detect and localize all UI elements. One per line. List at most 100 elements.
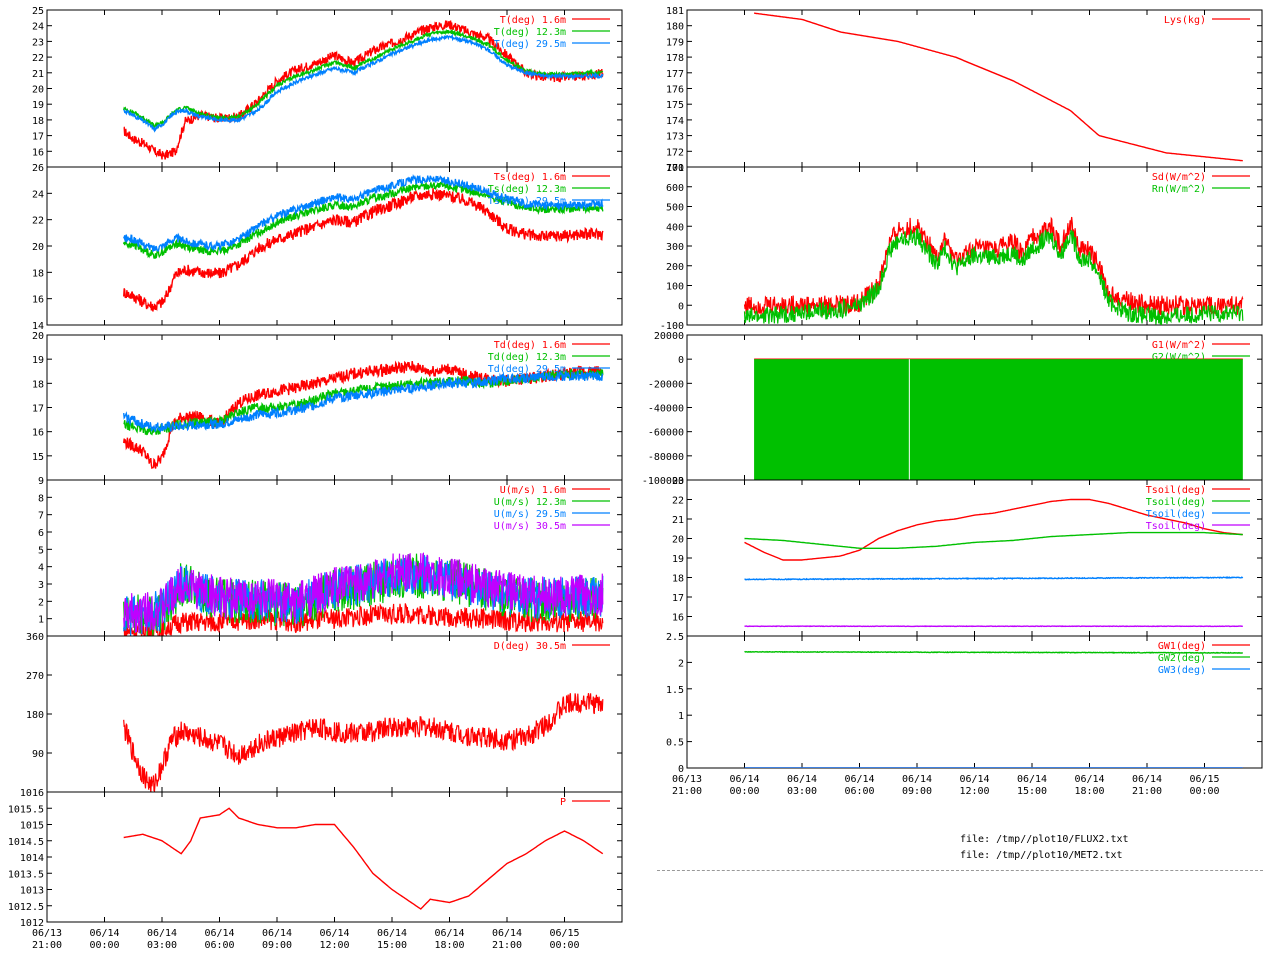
legend-label: Tsoil(deg) [1146, 509, 1206, 520]
y-tick-label: 90 [32, 749, 44, 760]
y-tick-label: 100 [666, 282, 684, 293]
y-tick-label: 174 [666, 116, 684, 127]
file-label-met: file: /tmp//plot10/MET2.txt [960, 850, 1123, 861]
legend-label: U(m/s) 29.5m [494, 509, 566, 520]
x-tick-time: 18:00 [434, 940, 464, 951]
x-tick-date: 06/13 [32, 928, 62, 939]
legend-label: Td(deg) 29.5m [488, 364, 566, 375]
y-tick-label: 176 [666, 85, 684, 96]
series-line [123, 552, 604, 634]
y-tick-label: 500 [666, 203, 684, 214]
x-tick-time: 12:00 [959, 786, 989, 797]
x-tick-date: 06/14 [1132, 774, 1162, 785]
legend-label: Tsoil(deg) [1146, 497, 1206, 508]
y-tick-label: 7 [38, 511, 44, 522]
x-tick-time: 09:00 [902, 786, 932, 797]
x-tick-time: 21:00 [1132, 786, 1162, 797]
y-tick-label: 400 [666, 222, 684, 233]
y-tick-label: 22 [32, 53, 44, 64]
series-line [743, 216, 1244, 317]
y-tick-label: 0.5 [666, 738, 684, 749]
y-tick-label: 23 [672, 476, 684, 487]
series-line [744, 531, 1243, 549]
y-tick-label: 1014.5 [8, 837, 44, 848]
y-tick-label: 1 [678, 711, 684, 722]
x-tick-time: 18:00 [1074, 786, 1104, 797]
y-tick-label: 18 [32, 379, 44, 390]
legend-label: T(deg) 12.3m [494, 27, 566, 38]
y-tick-label: 180 [666, 22, 684, 33]
x-tick-date: 06/14 [1017, 774, 1047, 785]
x-tick-time: 03:00 [787, 786, 817, 797]
x-tick-time: 21:00 [672, 786, 702, 797]
y-tick-label: 2 [678, 658, 684, 669]
y-tick-label: 2 [38, 597, 44, 608]
panel-8: -100 0 100 200 300 400 500 600 700 Sd(W/m^2)Rn(W/… [660, 163, 1263, 332]
x-tick-time: 00:00 [729, 786, 759, 797]
panel-frame [46, 635, 623, 793]
y-tick-label: 17 [32, 132, 44, 143]
y-tick-label: 18 [32, 116, 44, 127]
y-tick-label: 200 [666, 262, 684, 273]
legend-label: GW2(deg) [1158, 653, 1206, 664]
y-tick-label: 18 [32, 268, 44, 279]
series-line [123, 188, 604, 312]
x-tick-date: 06/14 [492, 928, 522, 939]
series-line [123, 173, 604, 252]
y-tick-label: 22 [32, 216, 44, 227]
y-tick-label: 24 [32, 189, 44, 200]
x-tick-date: 06/14 [844, 774, 874, 785]
y-tick-label: -60000 [648, 428, 684, 439]
x-tick-time: 15:00 [377, 940, 407, 951]
y-tick-label: 19 [32, 100, 44, 111]
panel-9: -100000 -80000 -60000 -40000 -20000 0 20000 G1(… [642, 331, 1263, 487]
legend-label: Tsoil(deg) [1146, 521, 1206, 532]
panel-4: 1 2 3 4 5 6 7 8 9 U(m/s) 1.6mU(m/s) 12.3mU(m/s) 2… [38, 476, 623, 637]
y-tick-label: 1012 [20, 918, 44, 929]
panel-1: 16 17 18 19 20 21 22 23 24 25 T(deg) 1.6mT(deg) 12… [32, 6, 623, 168]
y-tick-label: 9 [38, 476, 44, 487]
x-tick-time: 15:00 [1017, 786, 1047, 797]
y-tick-label: 16 [32, 295, 44, 306]
legend-label: Ts(deg) 29.5m [488, 196, 566, 207]
legend-label: Lys(kg) [1164, 15, 1206, 26]
y-tick-label: 16 [32, 147, 44, 158]
y-tick-label: 300 [666, 242, 684, 253]
y-tick-label: 700 [666, 163, 684, 174]
legend-label: Td(deg) 1.6m [494, 340, 566, 351]
y-tick-label: 20000 [654, 331, 684, 342]
y-tick-label: 2.5 [666, 632, 684, 643]
legend-label: D(deg) 30.5m [494, 641, 566, 652]
legend-label: U(m/s) 12.3m [494, 497, 566, 508]
series-area [754, 359, 1243, 480]
y-tick-label: 20 [32, 331, 44, 342]
series-line [123, 180, 604, 259]
y-tick-label: -40000 [648, 404, 684, 415]
y-tick-label: 22 [672, 496, 684, 507]
series-line [744, 498, 1243, 561]
y-tick-label: 172 [666, 147, 684, 158]
y-tick-label: 1013.5 [8, 869, 44, 880]
y-tick-label: -80000 [648, 452, 684, 463]
x-tick-date: 06/14 [377, 928, 407, 939]
x-tick-date: 06/14 [787, 774, 817, 785]
y-tick-label: 17 [32, 404, 44, 415]
legend-label: Td(deg) 12.3m [488, 352, 566, 363]
legend-label: T(deg) 29.5m [494, 39, 566, 50]
x-tick-time: 06:00 [204, 940, 234, 951]
y-tick-label: 14 [32, 321, 44, 332]
series-line [753, 12, 1243, 162]
y-tick-label: 1015 [20, 821, 44, 832]
x-tick-time: 21:00 [492, 940, 522, 951]
y-tick-label: 1015.5 [8, 804, 44, 815]
separator-line [657, 870, 1263, 871]
x-tick-date: 06/14 [729, 774, 759, 785]
series-line [744, 576, 1244, 581]
series-line [743, 228, 1244, 325]
x-tick-date: 06/13 [672, 774, 702, 785]
y-tick-label: 21 [32, 69, 44, 80]
y-tick-label: 4 [38, 563, 44, 574]
